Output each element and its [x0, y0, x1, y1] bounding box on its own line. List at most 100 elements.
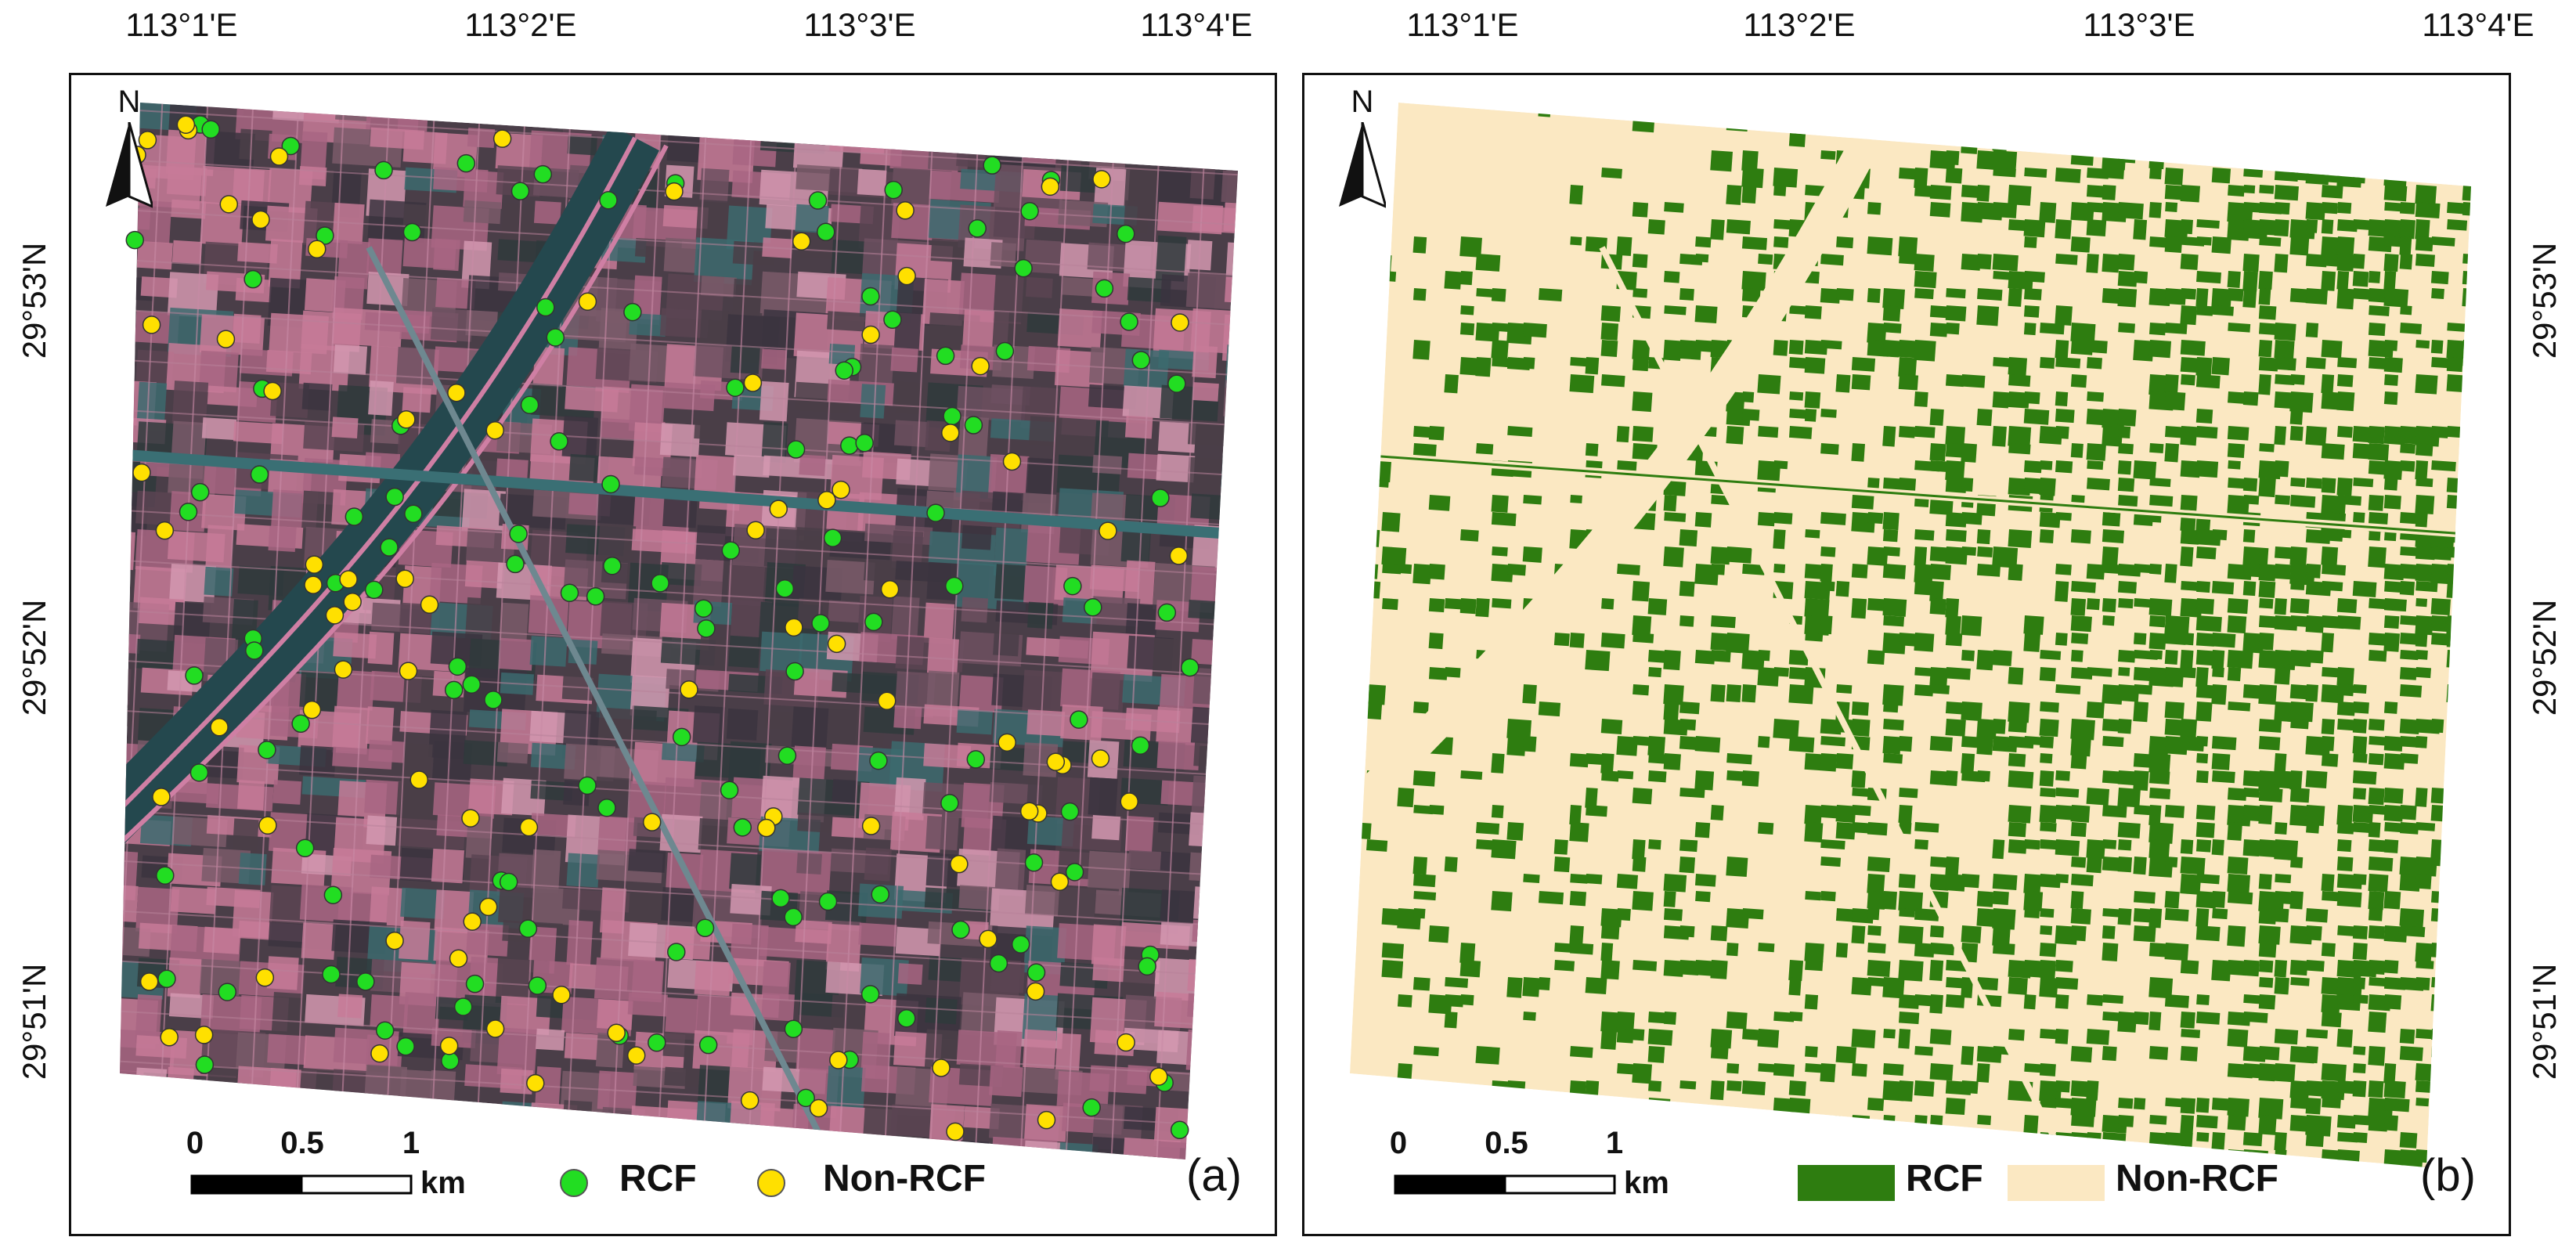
rcf-patch: [1506, 822, 1524, 841]
field-patch: [433, 238, 460, 272]
road: [120, 445, 1238, 543]
rcf-patch: [1992, 202, 2018, 218]
rcf-patch: [2195, 908, 2210, 928]
rcf-patch: [1867, 925, 1881, 936]
rcf-patch: [2289, 701, 2314, 723]
rcf-patch: [1914, 391, 1928, 407]
non-rcf-sample-point: [769, 499, 788, 518]
rcf-patch: [1914, 168, 1928, 189]
rcf-sample-point: [499, 872, 518, 892]
field-patch: [597, 524, 637, 562]
non-rcf-sample-point: [897, 266, 916, 286]
rcf-patch: [1977, 287, 2003, 301]
rcf-patch: [2415, 184, 2437, 205]
rcf-patch: [2368, 821, 2381, 838]
rcf-patch: [2086, 442, 2106, 461]
rcf-patch: [1820, 1115, 1841, 1129]
rcf-patch: [2164, 103, 2185, 118]
field-patch: [301, 922, 336, 961]
rcf-patch: [1506, 1080, 1526, 1098]
field-patch: [464, 103, 516, 117]
rcf-patch: [1835, 103, 1853, 112]
rcf-patch: [2369, 305, 2390, 316]
rcf-patch: [2181, 1029, 2201, 1039]
rcf-patch: [2274, 1132, 2287, 1151]
rcf-patch: [1898, 925, 1924, 945]
rcf-patch: [1945, 426, 1966, 446]
rcf-patch: [2383, 701, 2398, 714]
non-rcf-sample-point: [258, 816, 277, 835]
rcf-patch: [2228, 184, 2245, 197]
field-patch: [729, 853, 762, 891]
rcf-patch: [2400, 443, 2416, 454]
field-patch: [1222, 778, 1238, 807]
rcf-patch: [1882, 288, 1906, 309]
rcf-patch: [1882, 529, 1899, 543]
north-label: N: [1351, 85, 1374, 119]
field-boundary: [925, 103, 982, 1159]
rcf-patch: [2148, 752, 2171, 774]
rcf-sample-point: [861, 287, 880, 306]
rcf-patch: [1694, 305, 1718, 323]
rcf-sample-point: [1084, 597, 1102, 617]
rcf-patch: [2462, 770, 2471, 783]
rcf-patch: [2446, 891, 2464, 904]
rcf-patch: [2242, 478, 2258, 492]
rcf-sample-point: [601, 474, 620, 494]
rcf-patch: [2289, 236, 2310, 256]
non-rcf-sample-point: [792, 232, 811, 251]
rcf-patch: [2008, 287, 2022, 307]
field-patch: [237, 780, 265, 810]
field-patch: [1223, 671, 1238, 712]
rcf-sample-point: [402, 222, 422, 242]
rcf-patch: [2369, 753, 2384, 766]
rcf-patch: [2305, 908, 2329, 923]
rcf-patch: [2258, 132, 2279, 153]
rcf-patch: [2227, 1115, 2246, 1131]
rcf-patch: [2431, 1114, 2456, 1126]
rcf-patch: [2242, 839, 2260, 857]
rcf-patch: [2336, 271, 2350, 290]
rcf-patch: [2117, 788, 2141, 808]
rcf-patch: [2180, 960, 2199, 975]
rcf-patch: [1882, 977, 1905, 999]
non-rcf-sample-point: [307, 240, 327, 259]
rcf-patch: [1741, 770, 1759, 787]
rcf-patch: [2399, 150, 2423, 164]
rcf-patch: [2164, 804, 2185, 818]
rcf-patch: [1914, 839, 1928, 850]
field-patch: [959, 103, 998, 138]
rcf-patch: [2086, 103, 2105, 120]
field-patch: [692, 559, 724, 607]
field-patch: [759, 380, 789, 422]
rcf-patch: [2117, 1114, 2134, 1127]
rcf-sample-point: [316, 226, 334, 245]
rcf-patch: [1507, 426, 1533, 437]
rcf-patch: [2055, 960, 2073, 972]
rcf-patch: [2149, 168, 2162, 180]
legend-label-rcf: RCF: [619, 1158, 697, 1199]
rcf-patch: [1788, 426, 1813, 439]
field-patch: [1258, 818, 1275, 844]
rcf-patch: [2039, 719, 2059, 737]
rcf-patch: [2352, 805, 2374, 824]
rcf-patch: [2368, 925, 2386, 939]
rcf-patch: [2008, 219, 2029, 232]
rcf-patch: [2148, 340, 2172, 359]
rcf-patch: [2274, 908, 2289, 923]
rcf-patch: [1836, 236, 1854, 249]
rcf-patch: [2258, 340, 2273, 358]
rcf-patch: [2055, 994, 2069, 1009]
satellite-image-with-samples: [71, 75, 1275, 1234]
rcf-patch: [1648, 839, 1661, 850]
rcf-patch: [1820, 287, 1841, 304]
rcf-patch: [2195, 615, 2222, 633]
rcf-patch: [2258, 305, 2277, 320]
rcf-patch: [2274, 822, 2288, 835]
field-boundary: [71, 75, 118, 1234]
rcf-patch: [2321, 977, 2341, 995]
rcf-patch: [2149, 443, 2164, 453]
non-rcf-sample-point: [1019, 802, 1039, 821]
rcf-patch: [1945, 1097, 1966, 1116]
rcf-sample-point: [380, 538, 399, 557]
